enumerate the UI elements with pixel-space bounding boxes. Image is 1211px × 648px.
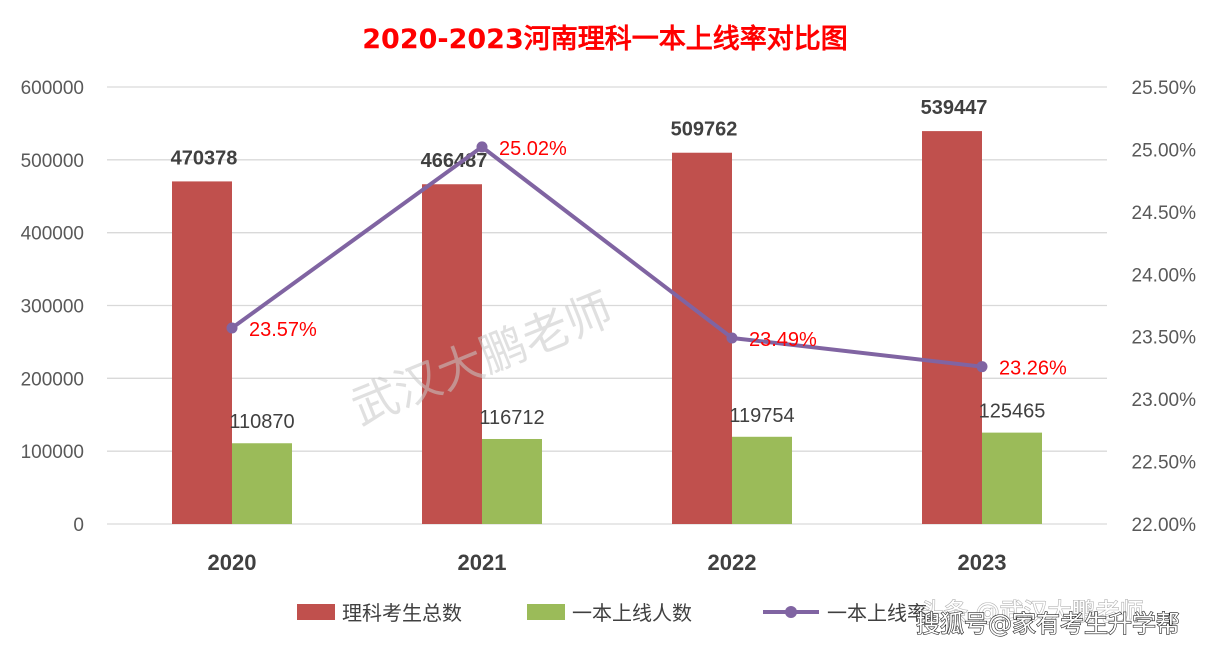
right-tick-label: 23.00% xyxy=(1132,390,1197,411)
rate-label-2022: 23.49% xyxy=(749,329,817,351)
bar-enrolled-2020 xyxy=(232,443,292,524)
bar-total-2022 xyxy=(672,152,732,525)
rate-point-2021 xyxy=(476,141,488,153)
bar-enrolled-2022 xyxy=(732,436,792,524)
legend-label: 一本上线人数 xyxy=(572,601,692,625)
bar-enrolled-2023 xyxy=(982,432,1042,524)
right-tick-label: 24.50% xyxy=(1132,203,1197,224)
category-label-2020: 2020 xyxy=(208,550,257,575)
label-total-2023: 539447 xyxy=(921,97,988,119)
watermark-corner: 搜狐号@家有考生升学帮 xyxy=(916,610,1180,638)
rate-point-2023 xyxy=(976,361,988,373)
watermark-corner-behind: 头条 @武汉大鹏老师 xyxy=(920,598,1144,626)
right-tick-label: 22.00% xyxy=(1132,515,1197,536)
left-tick-label: 400000 xyxy=(21,224,84,245)
rate-point-2022 xyxy=(726,332,738,344)
bar-total-2021 xyxy=(422,184,482,524)
right-tick-label: 25.50% xyxy=(1132,78,1197,99)
right-tick-label: 23.50% xyxy=(1132,328,1197,349)
legend-label: 一本上线率 xyxy=(827,601,927,625)
category-label-2022: 2022 xyxy=(708,550,757,575)
left-tick-label: 500000 xyxy=(21,151,84,172)
bar-total-2023 xyxy=(922,131,982,524)
legend-marker xyxy=(785,606,797,618)
legend-swatch xyxy=(297,604,335,620)
left-tick-label: 300000 xyxy=(21,297,84,318)
category-axis-labels: 2020 2021 2022 2023 xyxy=(208,550,1007,575)
left-tick-label: 0 xyxy=(73,515,84,536)
rate-label-2021: 25.02% xyxy=(499,138,567,160)
right-tick-label: 22.50% xyxy=(1132,453,1197,474)
label-total-2020: 470378 xyxy=(171,147,238,169)
left-axis-ticks: 0 100000 200000 300000 400000 500000 600000 xyxy=(21,78,84,536)
rate-line: 23.57% 25.02% 23.49% 23.26% xyxy=(226,138,1067,380)
label-enrolled-2022: 119754 xyxy=(729,405,794,427)
chart-title: 2020-2023河南理科一本上线率对比图 xyxy=(362,23,848,55)
rate-label-2023: 23.26% xyxy=(999,358,1067,380)
rate-label-2020: 23.57% xyxy=(249,319,317,341)
label-enrolled-2023: 125465 xyxy=(979,401,1046,423)
bar-enrolled-2021 xyxy=(482,438,542,524)
category-label-2023: 2023 xyxy=(958,550,1007,575)
left-tick-label: 600000 xyxy=(21,78,84,99)
legend-label: 理科考生总数 xyxy=(342,601,462,625)
rate-point-2020 xyxy=(226,322,238,334)
label-enrolled-2020: 110870 xyxy=(229,411,294,433)
right-axis-ticks: 22.00% 22.50% 23.00% 23.50% 24.00% 24.50% 25.0… xyxy=(1132,78,1197,536)
left-tick-label: 100000 xyxy=(21,442,84,463)
bars xyxy=(172,131,1042,525)
label-total-2022: 509762 xyxy=(671,119,738,141)
legend: 理科考生总数 一本上线人数 一本上线率 xyxy=(297,601,927,625)
rate-series-line xyxy=(230,144,983,369)
bar-total-2020 xyxy=(172,181,232,524)
right-tick-label: 24.00% xyxy=(1132,265,1197,286)
bar-data-labels: 4703781108704664871167125097621197545394… xyxy=(171,97,1046,433)
left-tick-label: 200000 xyxy=(21,369,84,390)
label-enrolled-2021: 116712 xyxy=(479,407,544,429)
category-label-2021: 2021 xyxy=(458,550,507,575)
legend-swatch xyxy=(527,604,565,620)
right-tick-label: 25.00% xyxy=(1132,140,1197,161)
